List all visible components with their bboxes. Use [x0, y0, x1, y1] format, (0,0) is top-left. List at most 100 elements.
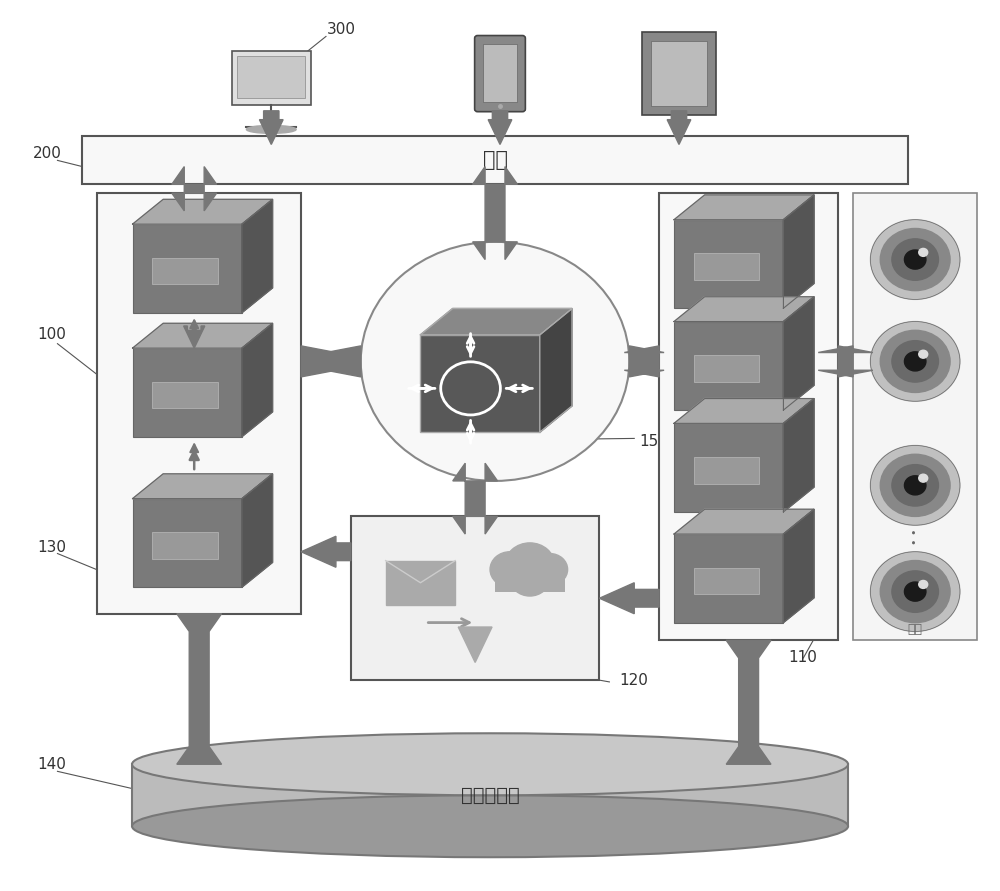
FancyBboxPatch shape	[133, 499, 242, 587]
FancyBboxPatch shape	[674, 534, 783, 623]
Circle shape	[904, 476, 926, 495]
FancyBboxPatch shape	[475, 36, 525, 111]
Circle shape	[870, 446, 960, 525]
Polygon shape	[242, 474, 273, 587]
Text: 100: 100	[38, 327, 66, 342]
Polygon shape	[667, 110, 691, 144]
Circle shape	[870, 220, 960, 299]
FancyBboxPatch shape	[386, 560, 455, 605]
FancyBboxPatch shape	[351, 517, 599, 680]
Circle shape	[510, 560, 550, 596]
FancyBboxPatch shape	[651, 41, 707, 106]
Text: 300: 300	[326, 21, 355, 37]
FancyBboxPatch shape	[674, 322, 783, 410]
Polygon shape	[783, 297, 814, 410]
FancyBboxPatch shape	[237, 56, 305, 98]
FancyBboxPatch shape	[152, 257, 218, 284]
Circle shape	[505, 543, 555, 587]
Polygon shape	[172, 167, 217, 211]
Circle shape	[361, 241, 629, 481]
FancyBboxPatch shape	[694, 568, 759, 594]
Text: • • •: • • •	[910, 519, 920, 545]
Circle shape	[870, 322, 960, 401]
Text: 130: 130	[38, 540, 67, 555]
FancyBboxPatch shape	[152, 381, 218, 408]
Circle shape	[892, 464, 938, 506]
Circle shape	[490, 552, 530, 587]
Polygon shape	[783, 398, 814, 512]
Circle shape	[919, 350, 928, 358]
FancyBboxPatch shape	[694, 253, 759, 280]
Polygon shape	[726, 641, 771, 764]
Polygon shape	[133, 474, 273, 499]
Polygon shape	[301, 346, 361, 377]
Polygon shape	[488, 110, 512, 144]
FancyBboxPatch shape	[495, 569, 565, 592]
FancyBboxPatch shape	[133, 225, 242, 313]
FancyBboxPatch shape	[132, 764, 848, 826]
Circle shape	[870, 552, 960, 632]
Polygon shape	[453, 463, 498, 534]
Polygon shape	[242, 323, 273, 437]
Polygon shape	[540, 308, 572, 432]
Text: 网关: 网关	[483, 150, 508, 170]
FancyBboxPatch shape	[694, 457, 759, 484]
Polygon shape	[133, 200, 273, 225]
Circle shape	[919, 474, 928, 482]
Circle shape	[880, 560, 950, 623]
Circle shape	[892, 571, 938, 612]
Circle shape	[904, 582, 926, 601]
Polygon shape	[133, 323, 273, 348]
Text: 120: 120	[619, 673, 648, 688]
FancyBboxPatch shape	[674, 423, 783, 512]
Polygon shape	[674, 195, 814, 220]
Polygon shape	[301, 536, 351, 568]
Text: 150: 150	[639, 434, 668, 448]
FancyBboxPatch shape	[694, 356, 759, 381]
FancyBboxPatch shape	[133, 348, 242, 437]
FancyBboxPatch shape	[232, 52, 311, 104]
Polygon shape	[783, 510, 814, 623]
FancyBboxPatch shape	[853, 193, 977, 641]
Ellipse shape	[132, 733, 848, 796]
Text: 设备: 设备	[908, 623, 923, 636]
Circle shape	[892, 340, 938, 382]
Circle shape	[880, 454, 950, 517]
FancyBboxPatch shape	[483, 45, 517, 102]
Circle shape	[904, 352, 926, 371]
Circle shape	[919, 580, 928, 588]
Circle shape	[904, 250, 926, 269]
Ellipse shape	[246, 126, 296, 134]
Polygon shape	[818, 346, 873, 377]
Polygon shape	[674, 398, 814, 423]
Polygon shape	[259, 110, 283, 144]
FancyBboxPatch shape	[659, 193, 838, 641]
FancyBboxPatch shape	[674, 220, 783, 308]
Polygon shape	[599, 583, 659, 614]
Text: 200: 200	[33, 146, 61, 160]
FancyBboxPatch shape	[642, 32, 716, 115]
Polygon shape	[624, 346, 664, 377]
FancyBboxPatch shape	[82, 135, 908, 184]
Text: • • •: • • •	[742, 525, 755, 555]
Polygon shape	[458, 627, 492, 662]
Polygon shape	[674, 297, 814, 322]
FancyBboxPatch shape	[420, 335, 540, 432]
Circle shape	[892, 239, 938, 281]
FancyBboxPatch shape	[152, 532, 218, 559]
Polygon shape	[674, 510, 814, 534]
Polygon shape	[177, 614, 222, 764]
Circle shape	[532, 553, 568, 585]
Circle shape	[880, 228, 950, 290]
Text: 110: 110	[788, 650, 817, 666]
Text: 140: 140	[38, 756, 66, 772]
Circle shape	[919, 249, 928, 257]
Text: 数据库模块: 数据库模块	[461, 786, 519, 805]
Polygon shape	[473, 167, 517, 259]
Polygon shape	[184, 326, 205, 348]
FancyBboxPatch shape	[97, 193, 301, 614]
Circle shape	[880, 331, 950, 392]
Ellipse shape	[132, 796, 848, 857]
Polygon shape	[783, 195, 814, 308]
Polygon shape	[420, 308, 572, 335]
